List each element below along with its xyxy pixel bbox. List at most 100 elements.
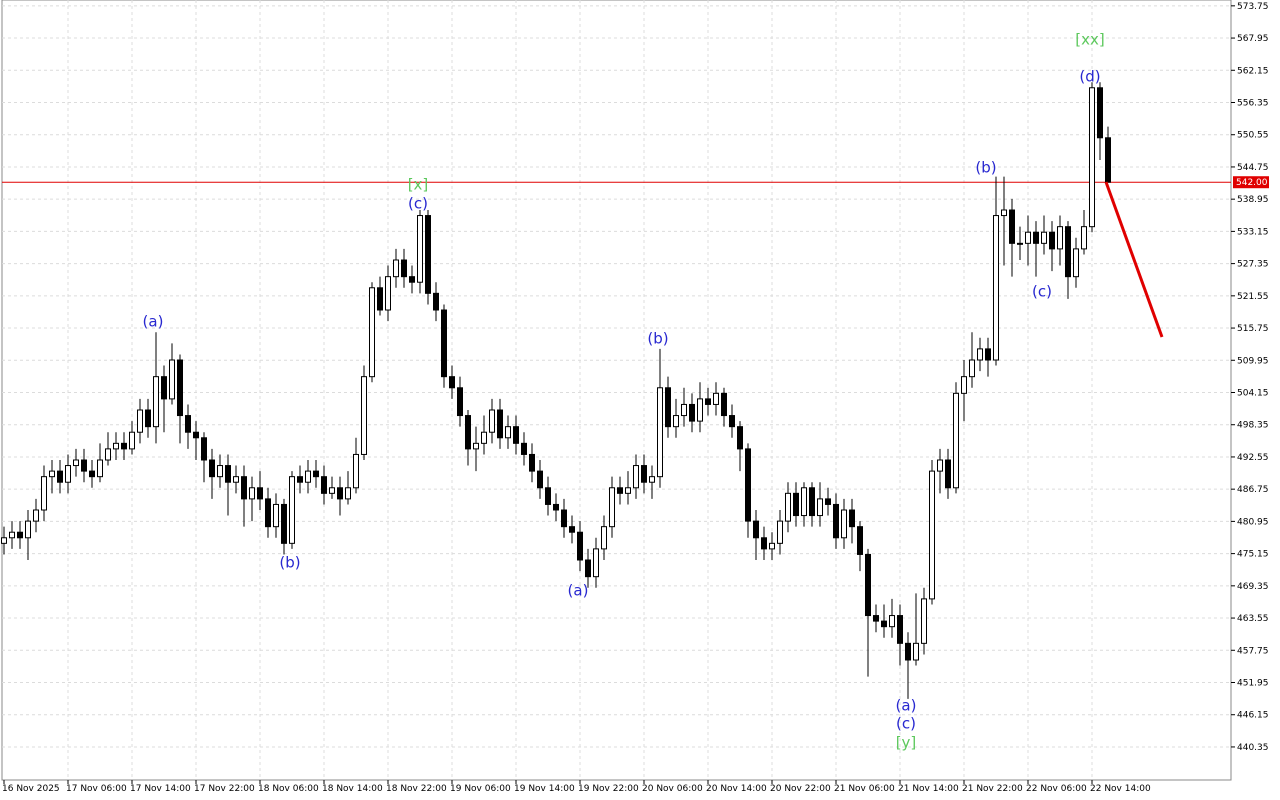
wave-label: (d)	[1079, 68, 1100, 86]
y-tick-label: 492.55	[1237, 453, 1269, 463]
candle-body	[97, 459, 103, 478]
wave-label: [x]	[408, 176, 429, 194]
candle-body	[33, 509, 39, 522]
candle-body	[193, 431, 199, 439]
x-tick-label: 22 Nov 06:00	[1026, 784, 1087, 794]
x-tick-label: 17 Nov 14:00	[130, 784, 191, 794]
candle-body	[961, 376, 967, 394]
candle-body	[689, 403, 695, 422]
candle-body	[145, 409, 151, 428]
wave-label: (a)	[896, 697, 917, 715]
candle-body	[369, 287, 375, 378]
candle-body	[897, 615, 903, 644]
candle-body	[841, 509, 847, 539]
candle-body	[601, 526, 607, 550]
candle-body	[585, 559, 591, 578]
candle-body	[1097, 87, 1103, 139]
x-tick-label: 18 Nov 22:00	[386, 784, 447, 794]
candle-body	[169, 359, 175, 400]
y-tick-label: 498.35	[1237, 421, 1269, 431]
y-tick-label: 533.15	[1237, 227, 1269, 237]
candle-body	[745, 448, 751, 522]
candle-body	[281, 503, 287, 544]
x-tick-label: 19 Nov 06:00	[450, 784, 511, 794]
candle-body	[473, 442, 479, 450]
candle-body	[1089, 87, 1095, 228]
candle-body	[17, 531, 23, 539]
candle-body	[889, 615, 895, 628]
x-tick-label: 19 Nov 14:00	[514, 784, 575, 794]
wave-label: [y]	[896, 734, 917, 752]
candle-body	[409, 276, 415, 283]
y-tick-label: 538.95	[1237, 195, 1269, 205]
candle-body	[801, 487, 807, 517]
candle-body	[153, 376, 159, 428]
candle-body	[1065, 226, 1071, 278]
candle-body	[569, 526, 575, 533]
candle-body	[833, 503, 839, 539]
y-tick-label: 446.15	[1237, 711, 1269, 721]
candle-body	[225, 465, 231, 483]
wave-label: (c)	[1032, 283, 1052, 301]
candle-body	[81, 459, 87, 472]
candle-body	[881, 620, 887, 628]
candle-body	[993, 215, 999, 361]
candle-body	[297, 476, 303, 483]
level-label: 542.00	[1236, 178, 1268, 188]
candle-body	[937, 459, 943, 472]
candle-body	[129, 431, 135, 450]
candle-body	[305, 470, 311, 483]
candle-body	[465, 415, 471, 450]
candle-body	[929, 470, 935, 600]
candle-body	[1057, 226, 1063, 250]
y-tick-label: 486.75	[1237, 485, 1269, 495]
x-tick-label: 17 Nov 22:00	[194, 784, 255, 794]
candle-body	[849, 509, 855, 528]
y-tick-label: 550.55	[1237, 131, 1269, 141]
candle-body	[657, 387, 663, 478]
candle-body	[953, 392, 959, 489]
candle-body	[921, 598, 927, 644]
level-label-bg	[1233, 176, 1269, 189]
x-tick-label: 18 Nov 14:00	[322, 784, 383, 794]
y-tick-label: 567.95	[1237, 34, 1269, 44]
candle-body	[449, 376, 455, 389]
candle-body	[857, 526, 863, 555]
candle-body	[105, 448, 111, 461]
wave-label: (a)	[568, 582, 589, 600]
x-tick-label: 20 Nov 22:00	[770, 784, 831, 794]
candle-body	[1001, 209, 1007, 217]
y-tick-label: 440.35	[1237, 743, 1269, 753]
candle-body	[201, 437, 207, 461]
candle-body	[241, 476, 247, 500]
candle-body	[489, 409, 495, 433]
candle-body	[977, 348, 983, 361]
y-tick-label: 509.95	[1237, 356, 1269, 366]
candle-body	[1073, 248, 1079, 278]
x-tick-label: 21 Nov 14:00	[898, 784, 959, 794]
candle-body	[481, 431, 487, 444]
wave-label: (b)	[279, 554, 300, 572]
candle-body	[9, 531, 15, 539]
y-tick-label: 573.75	[1237, 2, 1269, 12]
candle-body	[761, 537, 767, 550]
candle-body	[1, 537, 7, 544]
candle-body	[249, 487, 255, 500]
y-tick-label: 544.75	[1237, 163, 1269, 173]
candle-body	[809, 487, 815, 517]
candle-body	[905, 642, 911, 661]
candle-body	[401, 259, 407, 278]
candle-body	[985, 348, 991, 361]
candle-body	[793, 492, 799, 517]
y-tick-label: 556.35	[1237, 99, 1269, 109]
x-tick-label: 20 Nov 14:00	[706, 784, 767, 794]
candle-body	[505, 426, 511, 439]
candle-body	[161, 376, 167, 400]
x-tick-label: 21 Nov 22:00	[962, 784, 1023, 794]
candle-body	[329, 487, 335, 494]
candle-body	[673, 415, 679, 428]
candle-body	[969, 359, 975, 378]
candle-body	[1049, 231, 1055, 250]
